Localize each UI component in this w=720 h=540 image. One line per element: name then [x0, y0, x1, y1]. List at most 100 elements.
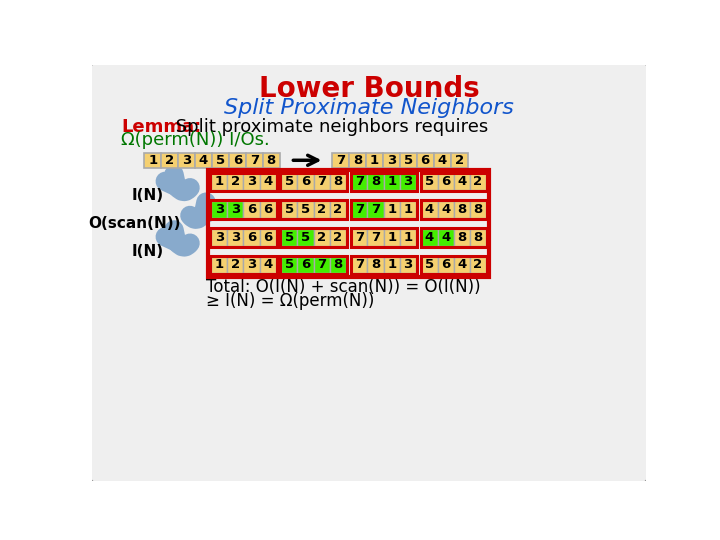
Text: 1: 1: [387, 259, 396, 272]
Bar: [260, 201, 276, 218]
Text: 5: 5: [301, 203, 310, 216]
Bar: [282, 229, 297, 246]
Bar: [243, 173, 260, 190]
Text: Split proximate neighbors requires: Split proximate neighbors requires: [171, 118, 489, 136]
Text: 2: 2: [165, 154, 174, 167]
Bar: [178, 153, 195, 168]
Text: 3: 3: [247, 176, 256, 188]
Text: 1: 1: [215, 176, 224, 188]
Bar: [144, 153, 161, 168]
Text: 1: 1: [403, 203, 413, 216]
Bar: [400, 201, 416, 218]
Text: 8: 8: [266, 154, 276, 167]
Text: 5: 5: [284, 176, 294, 188]
Bar: [438, 173, 454, 190]
Bar: [281, 228, 346, 247]
Bar: [211, 256, 228, 273]
Bar: [454, 173, 470, 190]
Text: Lower Bounds: Lower Bounds: [258, 76, 480, 104]
Bar: [260, 173, 276, 190]
Text: 6: 6: [420, 154, 430, 167]
Text: 3: 3: [247, 259, 256, 272]
Bar: [384, 201, 400, 218]
Bar: [351, 173, 417, 191]
Text: 7: 7: [355, 259, 364, 272]
Bar: [384, 229, 400, 246]
Bar: [210, 200, 276, 219]
Bar: [454, 256, 470, 273]
Text: 4: 4: [425, 231, 434, 244]
Bar: [195, 153, 212, 168]
Text: 8: 8: [457, 231, 467, 244]
Text: 4: 4: [425, 203, 434, 216]
Bar: [400, 256, 416, 273]
Text: 6: 6: [441, 259, 450, 272]
Text: 2: 2: [454, 154, 464, 167]
Bar: [281, 256, 346, 274]
Text: 3: 3: [215, 203, 224, 216]
Text: 4: 4: [457, 259, 467, 272]
Text: 2: 2: [333, 231, 343, 244]
Bar: [330, 256, 346, 273]
Text: 6: 6: [263, 203, 272, 216]
Text: 5: 5: [301, 231, 310, 244]
Text: 3: 3: [387, 154, 396, 167]
Bar: [260, 256, 276, 273]
Text: 7: 7: [317, 176, 326, 188]
Bar: [438, 229, 454, 246]
Bar: [211, 173, 228, 190]
Bar: [297, 229, 314, 246]
Bar: [351, 173, 367, 190]
Bar: [210, 173, 276, 191]
Bar: [351, 229, 367, 246]
Text: 2: 2: [473, 259, 482, 272]
Bar: [367, 229, 384, 246]
Bar: [351, 200, 417, 219]
Text: 5: 5: [284, 231, 294, 244]
Text: 3: 3: [403, 176, 413, 188]
Text: 7: 7: [355, 176, 364, 188]
Text: 8: 8: [371, 176, 380, 188]
Text: 4: 4: [441, 203, 450, 216]
Text: 8: 8: [473, 231, 482, 244]
Bar: [282, 256, 297, 273]
Text: 1: 1: [387, 231, 396, 244]
Bar: [384, 173, 400, 190]
Bar: [208, 170, 489, 278]
Text: 3: 3: [231, 203, 240, 216]
Bar: [421, 201, 438, 218]
Text: 7: 7: [371, 203, 380, 216]
Bar: [351, 256, 367, 273]
Bar: [330, 173, 346, 190]
Bar: [421, 173, 438, 190]
Text: 4: 4: [438, 154, 447, 167]
Text: 3: 3: [403, 259, 413, 272]
Text: I(N): I(N): [131, 188, 163, 203]
Bar: [470, 256, 486, 273]
Text: 1: 1: [370, 154, 379, 167]
Text: 2: 2: [317, 203, 326, 216]
Bar: [161, 153, 178, 168]
Bar: [282, 173, 297, 190]
Bar: [228, 256, 243, 273]
Bar: [228, 201, 243, 218]
Bar: [384, 256, 400, 273]
Bar: [400, 229, 416, 246]
Bar: [297, 173, 314, 190]
Text: ≥ I(N) = Ω(perm(N)): ≥ I(N) = Ω(perm(N)): [206, 292, 374, 310]
Text: 2: 2: [317, 231, 326, 244]
Bar: [297, 256, 314, 273]
Text: Split Proximate Neighbors: Split Proximate Neighbors: [224, 98, 514, 118]
Text: Total: O(I(N) + scan(N)) = O(I(N)): Total: O(I(N) + scan(N)) = O(I(N)): [206, 278, 480, 295]
Bar: [243, 256, 260, 273]
Bar: [454, 201, 470, 218]
Text: 3: 3: [182, 154, 191, 167]
Bar: [383, 153, 400, 168]
Text: 2: 2: [231, 176, 240, 188]
Text: 8: 8: [473, 203, 482, 216]
Bar: [314, 201, 330, 218]
Text: 1: 1: [387, 176, 396, 188]
Text: 6: 6: [263, 231, 272, 244]
Text: 4: 4: [457, 176, 467, 188]
Bar: [367, 173, 384, 190]
